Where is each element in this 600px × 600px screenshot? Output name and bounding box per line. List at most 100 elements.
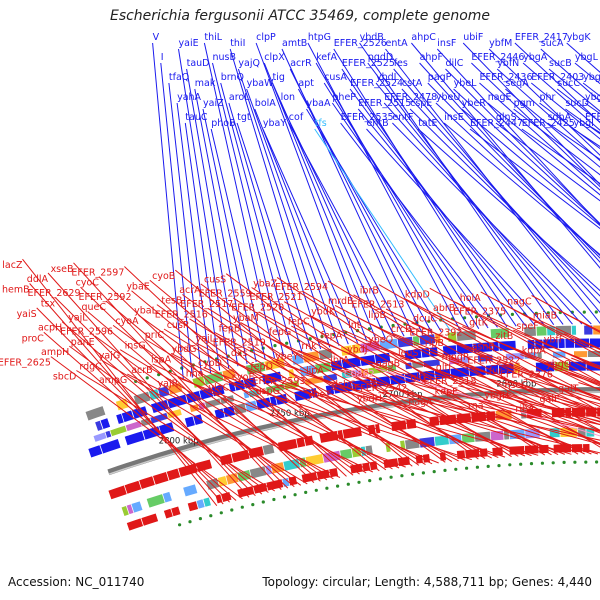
gene-label: EFER_2522 — [467, 356, 520, 367]
gene-connector — [401, 88, 600, 304]
gene-connector — [374, 367, 600, 437]
feature-block — [391, 420, 407, 432]
feature-block — [305, 453, 324, 467]
gene-label: holA — [460, 293, 481, 304]
feature-block — [492, 447, 503, 456]
feature-block — [217, 475, 228, 487]
feature-block — [397, 456, 411, 467]
topology-summary: Topology: circular; Length: 4,588,711 bp… — [262, 575, 592, 589]
gene-label: tatE — [418, 118, 437, 129]
tick-dot — [534, 311, 538, 315]
gene-label: ybgA — [523, 52, 548, 63]
gene-label: leuS — [398, 348, 419, 359]
feature-block — [316, 469, 330, 480]
gene-label: speF — [516, 321, 538, 332]
gene-connector — [461, 108, 600, 227]
gene-label: EFER_2446 — [471, 52, 524, 63]
gene-label: dsbG — [332, 380, 356, 391]
gene-label: EFER_2525 — [342, 58, 395, 69]
feature-block — [365, 445, 373, 456]
tick-dot — [400, 474, 404, 478]
gene-label: ybaA — [307, 98, 331, 109]
scale-label: 2700 kbp — [382, 390, 422, 400]
feature-block — [121, 505, 129, 516]
gene-label: galK — [565, 408, 586, 419]
gene-connector — [314, 128, 452, 332]
feature-block — [95, 420, 103, 431]
feature-block — [237, 486, 255, 498]
gene-connector — [127, 373, 341, 479]
gene-label: ybgF — [585, 92, 600, 103]
tick-dot — [251, 503, 255, 507]
gene-connector — [476, 374, 600, 412]
gene-label: ybgQ — [546, 359, 571, 370]
gene-connector — [411, 322, 600, 408]
gene-connector — [203, 367, 439, 464]
tick-dot — [540, 461, 545, 465]
gene-label: entF — [392, 112, 413, 123]
feature-block — [350, 463, 363, 474]
gene-connector — [101, 359, 308, 485]
feature-block — [387, 364, 397, 372]
gene-connector — [170, 352, 400, 469]
feature-block — [524, 445, 539, 454]
feature-block — [203, 497, 211, 507]
feature-block — [389, 374, 406, 385]
feature-block — [288, 476, 298, 486]
feature-block — [184, 416, 195, 428]
gene-connector — [458, 385, 600, 422]
gene-label: EFER_2513 — [351, 300, 404, 311]
gene-label: fepD — [250, 362, 273, 373]
gene-connector — [462, 42, 600, 186]
gene-label: EFER_2383 — [585, 112, 600, 123]
tick-dot — [240, 505, 244, 509]
gene-label: phr — [540, 92, 556, 103]
feature-block — [524, 326, 536, 337]
gene-label: ispA — [151, 354, 172, 365]
gene-connector — [508, 388, 600, 414]
gene-label: cyoB — [152, 271, 175, 282]
gene-connector — [501, 364, 600, 398]
feature-block — [490, 328, 510, 339]
gene-connector — [288, 122, 405, 337]
gene-connector — [538, 319, 600, 350]
gene-label: ybgI — [574, 118, 594, 129]
gene-connector — [237, 68, 331, 348]
tick-dot — [463, 316, 467, 320]
gene-label: sucB — [549, 58, 572, 69]
gene-label: galE — [540, 394, 561, 405]
gene-label: yajQ — [238, 58, 260, 69]
tick-dot — [510, 312, 514, 316]
gene-connector — [262, 128, 359, 344]
backbone-ring — [107, 387, 600, 476]
gene-connector — [356, 378, 600, 445]
gene-label: rlpB — [425, 338, 444, 349]
gene-connector — [297, 88, 433, 334]
tick-dot — [314, 488, 318, 492]
gene-connector — [419, 62, 600, 263]
gene-label: yaiS — [17, 309, 37, 320]
gene-label: lnt — [348, 320, 361, 331]
gene-connector — [87, 311, 295, 488]
gene-connector — [392, 332, 600, 420]
gene-label: ybfM — [489, 38, 512, 49]
gene-connector — [272, 360, 532, 457]
gene-connector — [521, 128, 600, 185]
gene-connector — [522, 62, 600, 131]
gene-label: ampG — [99, 375, 127, 386]
gene-connector — [307, 42, 461, 331]
gene-connector — [360, 318, 600, 432]
tick-dot — [582, 310, 586, 314]
feature-block — [277, 438, 298, 452]
gene-label: lon — [281, 92, 295, 103]
gene-label: proC — [22, 333, 45, 344]
gene-label: yaiZ — [203, 98, 224, 109]
tick-dot — [486, 464, 490, 468]
feature-block — [93, 432, 107, 442]
gene-label: tfaQ — [169, 72, 189, 83]
gene-connector — [184, 122, 221, 371]
gene-connector — [429, 287, 600, 383]
gene-label: tauC — [185, 112, 208, 123]
gene-label: fes — [394, 58, 408, 69]
gene-label: bolA — [255, 98, 276, 109]
